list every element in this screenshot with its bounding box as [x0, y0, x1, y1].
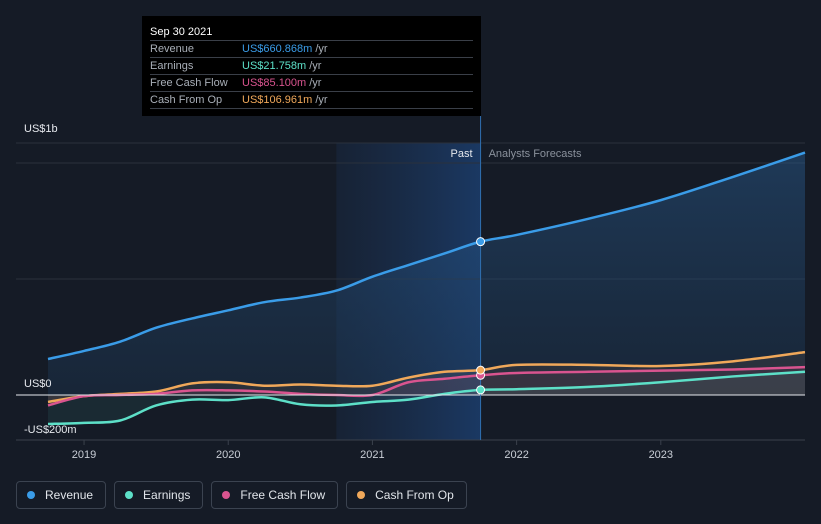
y-label-bottom: -US$200m [24, 424, 77, 436]
tooltip: Sep 30 2021 Revenue US$660.868m /yr Earn… [142, 16, 481, 116]
legend-dot-icon [357, 491, 366, 499]
legend-label: Earnings [143, 488, 191, 502]
x-tick-label: 2020 [216, 449, 240, 461]
tooltip-unit: /yr [309, 60, 322, 72]
y-label-zero: US$0 [24, 378, 52, 390]
free-cash-flow-area [48, 367, 805, 406]
x-axis: 2019 2020 2021 2022 2023 [72, 440, 673, 461]
cash-from-op-line [47, 350, 806, 404]
series-lines [47, 151, 806, 426]
tooltip-row-revenue: Revenue US$660.868m /yr [150, 41, 473, 58]
tooltip-date: Sep 30 2021 [150, 24, 473, 41]
legend-item-cash-from-op[interactable]: Cash From Op [346, 481, 467, 509]
revenue-line [47, 151, 806, 361]
legend-label: Free Cash Flow [240, 488, 326, 502]
earnings-line [47, 370, 806, 426]
free-cash-flow-line [47, 365, 806, 407]
legend-item-revenue[interactable]: Revenue [16, 481, 107, 509]
earnings-marker [476, 385, 486, 395]
tooltip-unit: /yr [315, 94, 328, 106]
revenue-marker [476, 237, 486, 247]
tooltip-label: Cash From Op [150, 94, 223, 106]
tooltip-row-cash-from-op: Cash From Op US$106.961m /yr [150, 92, 473, 109]
past-label: Past [451, 148, 473, 160]
tooltip-value: US$21.758m [242, 60, 307, 72]
legend-dot-icon [222, 491, 231, 499]
tooltip-label: Earnings [150, 60, 194, 72]
tooltip-value: US$106.961m [242, 94, 313, 106]
cash-from-op-marker [476, 365, 486, 375]
tooltip-label: Revenue [150, 43, 195, 55]
legend: Revenue Earnings Free Cash Flow Cash Fro… [16, 481, 467, 509]
legend-dot-icon [125, 491, 134, 499]
x-tick-label: 2021 [360, 449, 384, 461]
legend-dot-icon [27, 491, 35, 499]
tooltip-value: US$660.868m [242, 43, 313, 55]
x-tick-label: 2023 [649, 449, 673, 461]
legend-label: Revenue [45, 488, 94, 502]
legend-item-free-cash-flow[interactable]: Free Cash Flow [211, 481, 339, 509]
tooltip-row-earnings: Earnings US$21.758m /yr [150, 58, 473, 75]
tooltip-value: US$85.100m [242, 77, 307, 89]
x-tick-label: 2022 [504, 449, 528, 461]
tooltip-row-free-cash-flow: Free Cash Flow US$85.100m /yr [150, 75, 473, 92]
tooltip-unit: /yr [315, 43, 328, 55]
forecast-label: Analysts Forecasts [489, 148, 582, 160]
x-tick-label: 2019 [72, 449, 96, 461]
legend-item-earnings[interactable]: Earnings [114, 481, 204, 509]
y-label-top: US$1b [24, 123, 58, 135]
legend-label: Cash From Op [375, 488, 454, 502]
tooltip-label: Free Cash Flow [150, 77, 228, 89]
tooltip-unit: /yr [309, 77, 322, 89]
split-markers [476, 116, 486, 440]
